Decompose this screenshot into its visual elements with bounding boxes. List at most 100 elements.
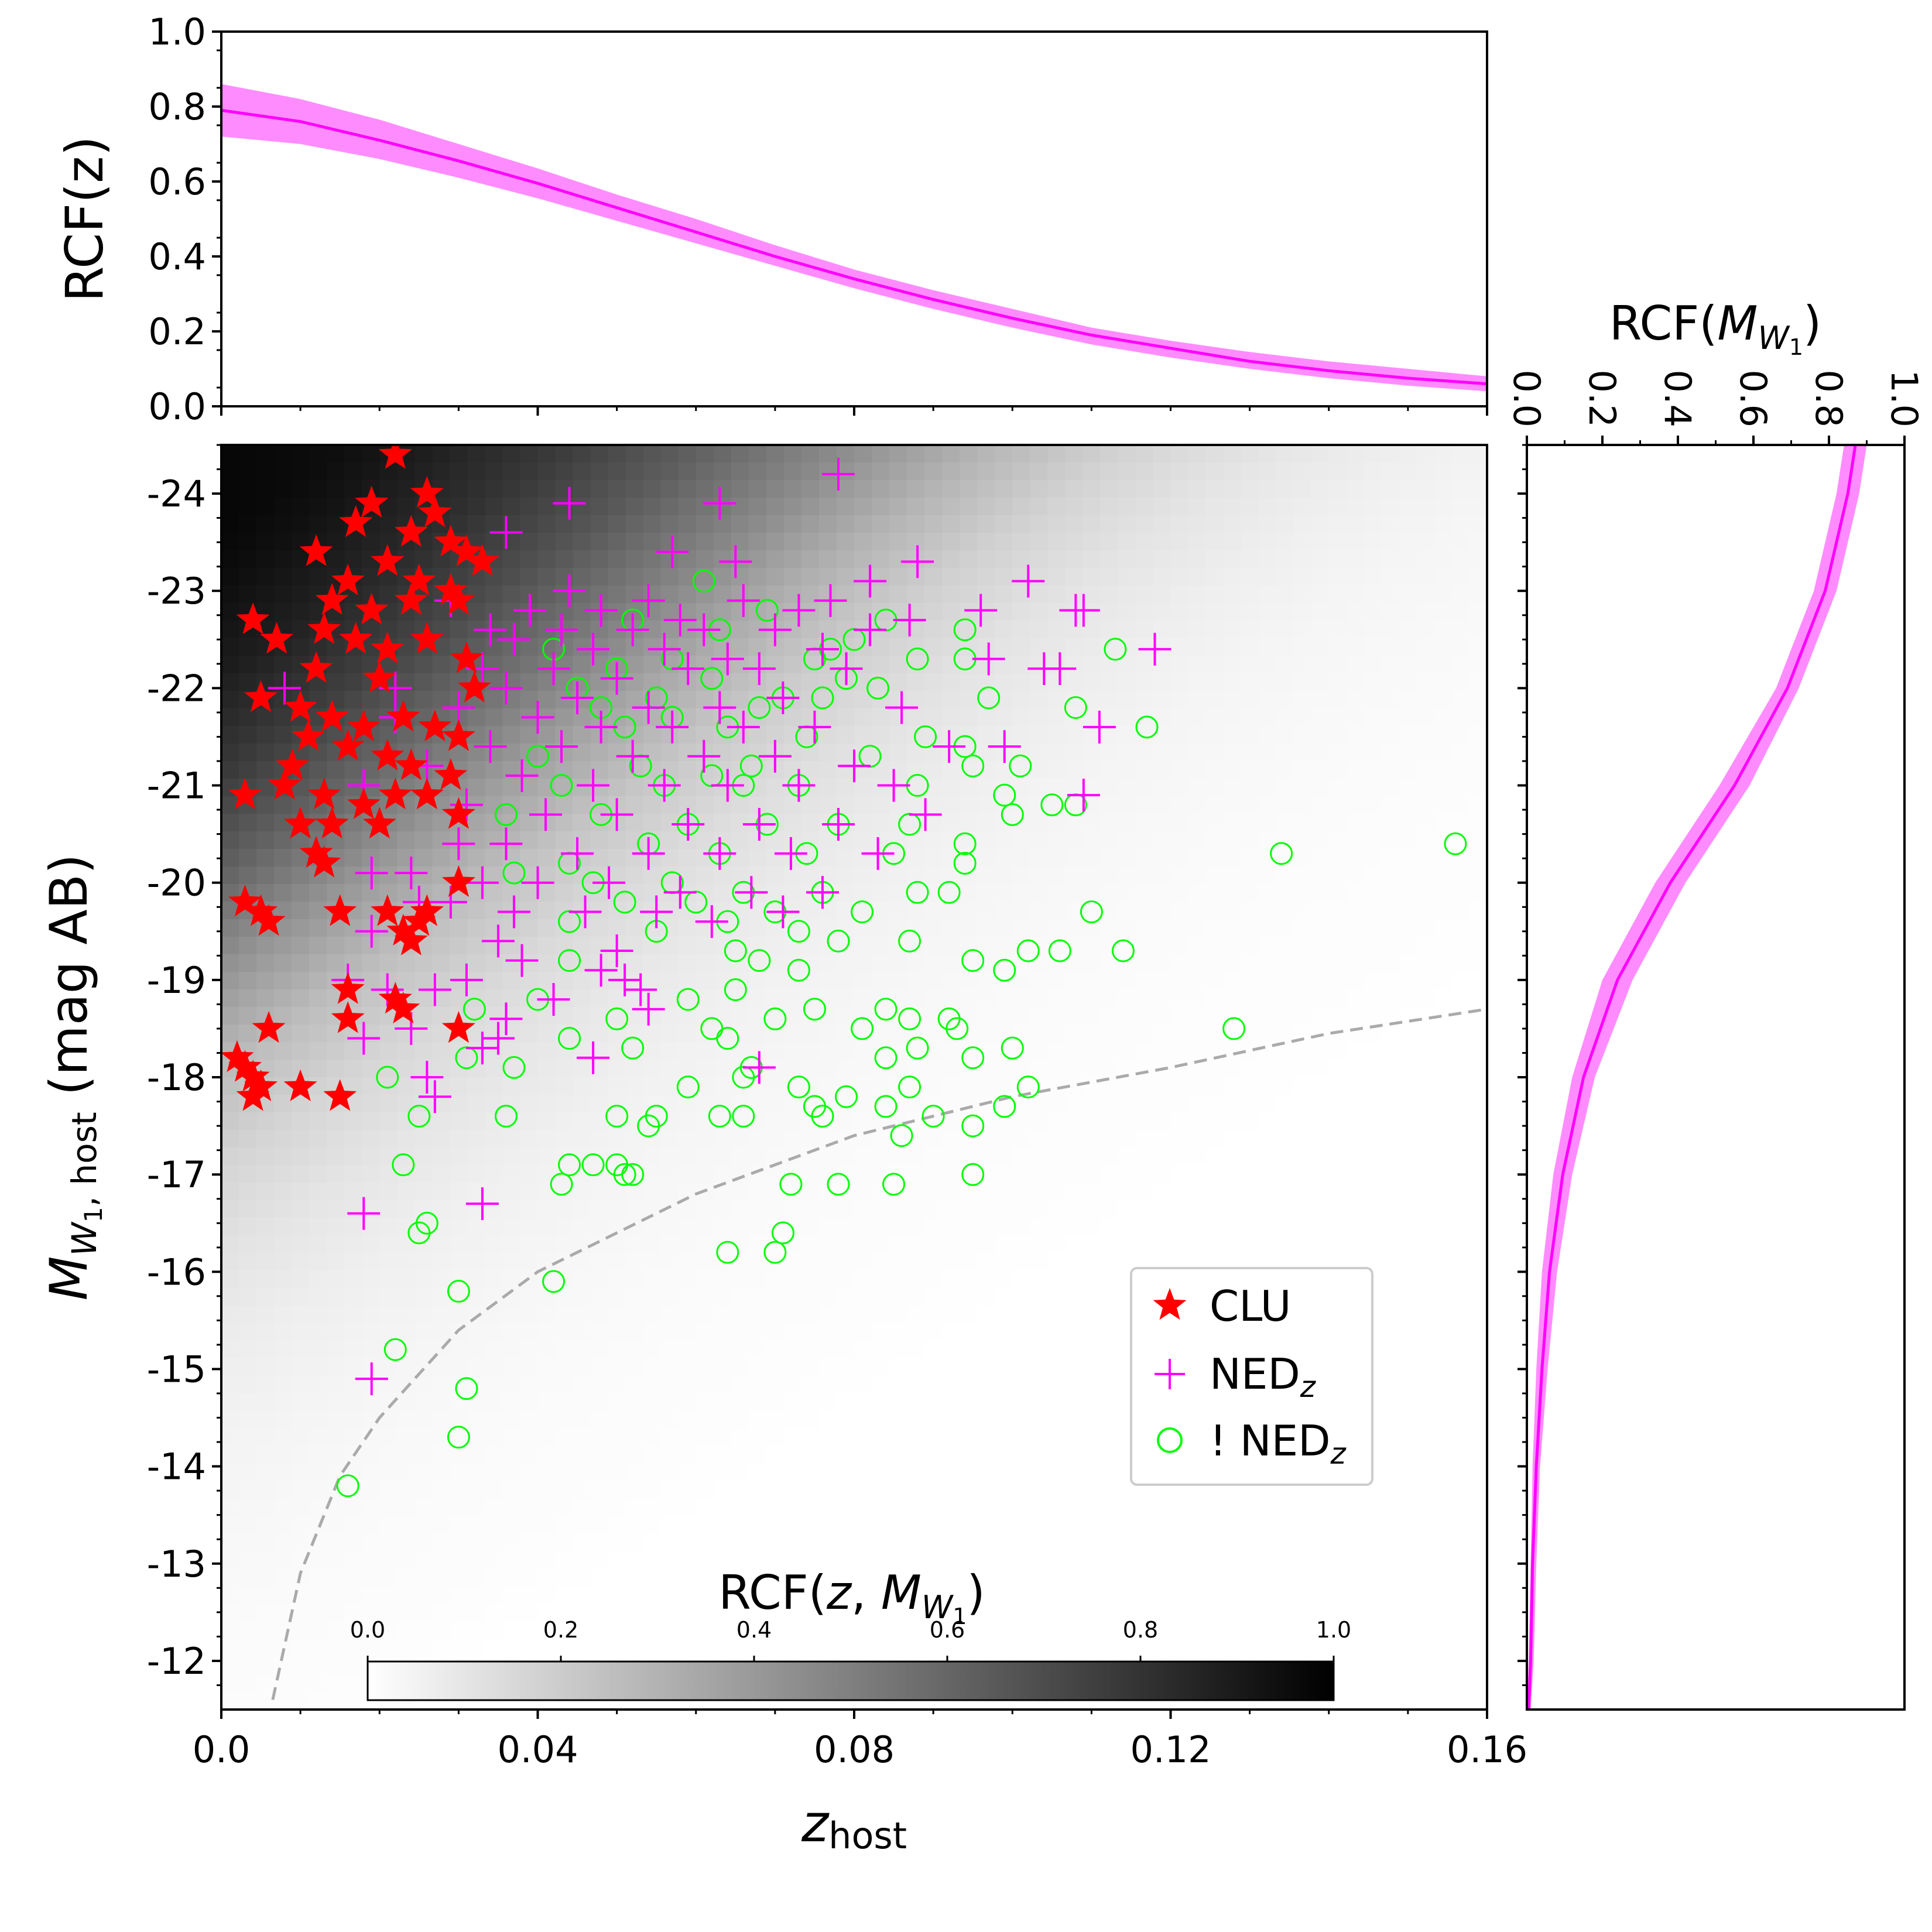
heatmap-cell <box>327 1393 345 1412</box>
heatmap-cell <box>555 884 574 902</box>
heatmap-cell <box>1100 937 1119 955</box>
heatmap-cell <box>1118 515 1136 533</box>
heatmap-cell <box>450 1446 468 1464</box>
heatmap-cell <box>537 1393 556 1412</box>
heatmap-cell <box>573 515 591 533</box>
heatmap-cell <box>309 1235 327 1253</box>
heatmap-cell <box>854 656 872 674</box>
heatmap-cell <box>995 480 1013 498</box>
heatmap-cell <box>573 796 591 814</box>
heatmap-cell <box>485 919 503 937</box>
heatmap-cell <box>783 1358 802 1376</box>
heatmap-cell <box>608 1235 626 1253</box>
heatmap-cell <box>801 603 820 621</box>
heatmap-cell <box>872 1411 890 1429</box>
heatmap-cell <box>520 814 539 832</box>
heatmap-cell <box>625 498 644 516</box>
heatmap-cell <box>415 691 433 709</box>
heatmap-cell <box>818 1341 837 1359</box>
heatmap-cell <box>748 1499 767 1517</box>
heatmap-cell <box>344 884 363 902</box>
heatmap-cell <box>327 1288 345 1306</box>
heatmap-cell <box>924 814 943 832</box>
heatmap-cell <box>766 1130 785 1148</box>
heatmap-cell <box>573 1481 591 1499</box>
heatmap-cell <box>1381 1674 1400 1693</box>
heatmap-cell <box>696 884 714 902</box>
heatmap-cell <box>1188 1622 1207 1640</box>
heatmap-cell <box>801 463 820 481</box>
heatmap-cell <box>1135 1042 1154 1060</box>
heatmap-cell <box>1346 972 1365 990</box>
heatmap-cell <box>854 1288 872 1306</box>
heatmap-cell <box>713 1429 732 1447</box>
heatmap-cell <box>379 585 398 604</box>
heatmap-cell <box>783 884 802 902</box>
heatmap-cell <box>678 726 697 744</box>
heatmap-cell <box>432 814 451 832</box>
heatmap-cell <box>379 1025 398 1043</box>
heatmap-cell <box>309 1218 327 1236</box>
heatmap-cell <box>450 902 468 920</box>
heatmap-cell <box>467 1095 486 1113</box>
heatmap-cell <box>1012 726 1031 744</box>
heatmap-cell <box>678 866 697 885</box>
heatmap-cell <box>274 1270 292 1289</box>
heatmap-cell <box>256 1341 275 1359</box>
heatmap-cell <box>467 1393 486 1412</box>
heatmap-cell <box>1364 937 1382 955</box>
heatmap-cell <box>520 480 539 498</box>
heatmap-cell <box>1205 1130 1224 1148</box>
heatmap-cell <box>1381 919 1400 937</box>
heatmap-cell <box>696 1587 714 1605</box>
heatmap-cell <box>292 1253 310 1271</box>
heatmap-cell <box>397 1095 416 1113</box>
heatmap-cell <box>1170 849 1189 867</box>
heatmap-cell <box>502 1587 521 1605</box>
heatmap-cell <box>960 1499 978 1517</box>
heatmap-cell <box>573 585 591 604</box>
heatmap-cell <box>818 1499 837 1517</box>
heatmap-cell <box>309 1130 327 1148</box>
heatmap-cell <box>1258 1499 1277 1517</box>
heatmap-cell <box>520 972 539 990</box>
heatmap-cell <box>1012 463 1031 481</box>
heatmap-cell <box>1328 1534 1347 1552</box>
heatmap-cell <box>274 849 292 867</box>
heatmap-cell <box>643 1270 662 1289</box>
heatmap-cell <box>1100 1183 1119 1201</box>
heatmap-cell <box>309 1499 327 1517</box>
heatmap-cell <box>1416 1095 1435 1113</box>
heatmap-cell <box>731 568 749 586</box>
heatmap-cell <box>221 463 239 481</box>
heatmap-cell <box>1118 954 1136 972</box>
heatmap-cell <box>960 1639 978 1657</box>
heatmap-cell <box>327 1587 345 1605</box>
heatmap-cell <box>432 463 451 481</box>
heatmap-cell <box>678 550 697 568</box>
heatmap-cell <box>1100 1376 1119 1394</box>
heatmap-cell <box>625 1147 644 1166</box>
heatmap-cell <box>731 1551 749 1570</box>
heatmap-cell <box>485 866 503 885</box>
heatmap-cell <box>1100 1288 1119 1306</box>
heatmap-cell <box>292 884 310 902</box>
heatmap-cell <box>1241 814 1259 832</box>
heatmap-cell <box>274 796 292 814</box>
heatmap-cell <box>907 550 925 568</box>
heatmap-cell <box>1170 884 1189 902</box>
main-panel: 0.0 0.04 0.08 0.12 0.16-12-13-14-15-16-17-18… <box>39 444 1527 1857</box>
heatmap-cell <box>1416 1253 1435 1271</box>
heatmap-cell <box>625 568 644 586</box>
heatmap-cell <box>660 533 679 551</box>
heatmap-cell <box>1100 1270 1119 1289</box>
heatmap-cell <box>1364 533 1382 551</box>
heatmap-cell <box>1153 814 1171 832</box>
heatmap-cell <box>1047 989 1066 1008</box>
heatmap-cell <box>643 1551 662 1570</box>
heatmap-cell <box>520 1587 539 1605</box>
heatmap-cell <box>1135 1604 1154 1622</box>
heatmap-cell <box>1118 621 1136 639</box>
heatmap-cell <box>907 638 925 656</box>
heatmap-cell <box>1223 1077 1242 1095</box>
